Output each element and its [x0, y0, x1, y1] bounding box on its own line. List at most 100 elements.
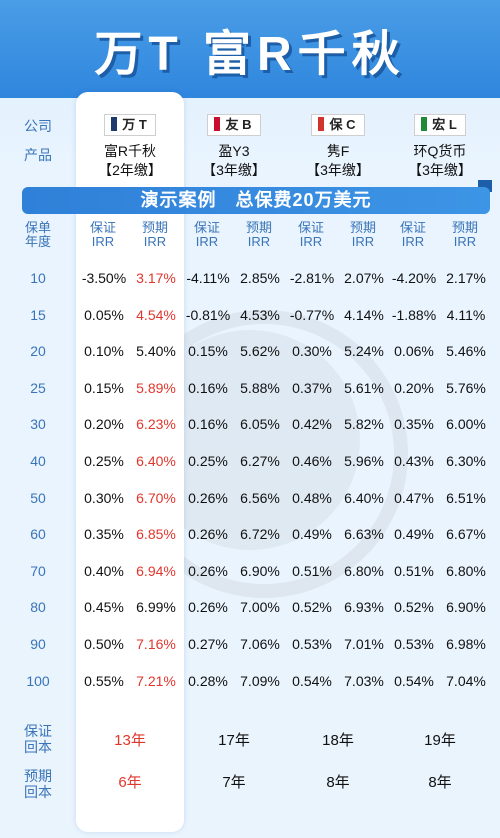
projected-payback-value: 6年: [118, 774, 142, 791]
guaranteed-irr-cell: -3.50%: [81, 270, 127, 286]
guaranteed-irr-cell: 0.46%: [292, 453, 332, 469]
guaranteed-irr-header-b: IRR: [401, 234, 425, 249]
policy-year: 60: [30, 526, 46, 543]
table-row: 90 0.50% 7.16% 0.27% 7.06% 0.53% 7.01% 0.53% 6.9…: [0, 626, 500, 662]
product-name: 富R千秋 【2年缴】: [80, 142, 180, 180]
projected-irr-header-a: 预期: [141, 220, 168, 235]
projected-irr-cell: 7.06%: [240, 636, 280, 652]
projected-irr-header-b: IRR: [143, 234, 167, 249]
guaranteed-irr-cell: 0.42%: [292, 416, 332, 433]
company-tag-text: 友 B: [225, 117, 252, 132]
company-header-3: 宏 L 环Q货币 【3年缴】: [390, 114, 490, 180]
projected-payback-value: 8年: [428, 774, 452, 791]
projected-irr-cell: 6.70%: [136, 489, 176, 506]
projected-irr-header-b: IRR: [453, 234, 477, 249]
guaranteed-irr-cell: 0.50%: [84, 636, 124, 652]
projected-irr-cell: 6.51%: [446, 489, 486, 506]
projected-irr-cell: 6.85%: [136, 526, 176, 543]
guaranteed-irr-cell: 0.40%: [84, 562, 124, 579]
projected-irr-header: 预期 IRR: [234, 221, 284, 249]
guaranteed-payback-value: 17年: [218, 732, 250, 749]
projected-irr-cell: 5.61%: [344, 379, 384, 396]
policy-year: 90: [30, 636, 46, 652]
guaranteed-irr-cell: 0.20%: [84, 416, 124, 433]
table-row: 25 0.15% 5.89% 0.16% 5.88% 0.37% 5.61% 0.20% 5.7…: [0, 370, 500, 406]
guaranteed-irr-header: 保证 IRR: [78, 221, 128, 249]
guaranteed-irr-cell: 0.16%: [188, 416, 228, 433]
projected-irr-cell: 6.05%: [240, 416, 280, 433]
guaranteed-irr-cell: 0.51%: [394, 562, 434, 579]
projected-irr-cell: 2.07%: [344, 270, 384, 286]
policy-year: 30: [30, 416, 46, 433]
projected-irr-header-b: IRR: [351, 234, 375, 249]
guaranteed-irr-cell: 0.49%: [394, 526, 434, 543]
guaranteed-irr-cell: 0.28%: [188, 672, 228, 689]
projected-irr-cell: 6.98%: [446, 636, 486, 652]
guaranteed-irr-header: 保证 IRR: [388, 221, 438, 249]
guaranteed-irr-cell: -0.77%: [289, 306, 335, 323]
label-projected-payback-b: 回本: [24, 784, 52, 800]
guaranteed-irr-header-b: IRR: [299, 234, 323, 249]
guaranteed-irr-header-a: 保证: [193, 220, 220, 235]
label-policy-year-a: 保单: [24, 220, 51, 235]
projected-irr-cell: 7.16%: [136, 636, 176, 652]
projected-irr-cell: 6.40%: [136, 453, 176, 469]
company-tag: 保 C: [311, 114, 365, 136]
guaranteed-irr-header: 保证 IRR: [182, 221, 232, 249]
demo-banner: 演示案例 总保费20万美元: [22, 187, 490, 214]
company-header-2: 保 C 隽F 【3年缴】: [288, 114, 388, 180]
guaranteed-irr-cell: 0.25%: [188, 453, 228, 469]
table-row: 100 0.55% 7.21% 0.28% 7.09% 0.54% 7.03% 0.54% 7.…: [0, 663, 500, 699]
projected-irr-cell: 6.99%: [136, 599, 176, 616]
guaranteed-irr-cell: -4.11%: [186, 270, 230, 286]
label-guaranteed-payback: 保证 回本: [0, 723, 76, 755]
product-name-text: 环Q货币: [413, 143, 467, 159]
product-name: 环Q货币 【3年缴】: [390, 142, 490, 180]
projected-irr-cell: 6.72%: [240, 526, 280, 543]
projected-irr-cell: 3.17%: [136, 270, 176, 286]
projected-irr-cell: 7.04%: [446, 672, 486, 689]
guaranteed-irr-cell: 0.55%: [84, 672, 124, 689]
flag-icon: [421, 117, 428, 131]
guaranteed-irr-cell: -4.20%: [391, 270, 437, 286]
table-row: 80 0.45% 6.99% 0.26% 7.00% 0.52% 6.93% 0.52% 6.9…: [0, 589, 500, 625]
table-row: 70 0.40% 6.94% 0.26% 6.90% 0.51% 6.80% 0.51% 6.8…: [0, 553, 500, 589]
guaranteed-irr-cell: 0.43%: [394, 453, 434, 469]
guaranteed-irr-header-a: 保证: [89, 220, 116, 235]
guaranteed-irr-header: 保证 IRR: [286, 221, 336, 249]
company-tag: 友 B: [207, 114, 261, 136]
guaranteed-irr-cell: 0.35%: [84, 526, 124, 543]
projected-irr-cell: 6.80%: [344, 562, 384, 579]
guaranteed-irr-cell: 0.15%: [188, 343, 228, 360]
flag-icon: [214, 117, 221, 131]
table-row: 20 0.10% 5.40% 0.15% 5.62% 0.30% 5.24% 0.06% 5.4…: [0, 333, 500, 369]
projected-irr-cell: 6.27%: [240, 453, 280, 469]
policy-year: 50: [30, 489, 46, 506]
projected-irr-cell: 6.56%: [240, 489, 280, 506]
policy-year: 40: [30, 453, 46, 469]
policy-year: 20: [30, 343, 46, 360]
guaranteed-irr-cell: 0.20%: [394, 379, 434, 396]
projected-irr-cell: 4.54%: [136, 306, 176, 323]
projected-irr-cell: 4.53%: [240, 306, 280, 323]
company-header-0: 万 T 富R千秋 【2年缴】: [80, 114, 180, 180]
projected-irr-cell: 5.40%: [136, 343, 176, 360]
projected-irr-header: 预期 IRR: [440, 221, 490, 249]
guaranteed-irr-cell: 0.37%: [292, 379, 332, 396]
product-term: 【2年缴】: [98, 162, 162, 178]
company-tag-text: 万 T: [122, 117, 147, 132]
product-name: 隽F 【3年缴】: [288, 142, 388, 180]
product-name-text: 盈Y3: [218, 143, 250, 159]
product-term: 【3年缴】: [202, 162, 266, 178]
projected-irr-cell: 5.24%: [344, 343, 384, 360]
projected-payback-value: 8年: [326, 774, 350, 791]
company-tag: 万 T: [104, 114, 156, 136]
projected-irr-header: 预期 IRR: [338, 221, 388, 249]
guaranteed-irr-cell: 0.53%: [292, 636, 332, 652]
label-guaranteed-payback-a: 保证: [24, 723, 52, 739]
policy-year: 70: [30, 562, 46, 579]
projected-irr-cell: 5.88%: [240, 379, 280, 396]
projected-irr-header-a: 预期: [245, 220, 272, 235]
table-row: 40 0.25% 6.40% 0.25% 6.27% 0.46% 5.96% 0.43% 6.3…: [0, 443, 500, 479]
projected-irr-cell: 6.30%: [446, 453, 486, 469]
